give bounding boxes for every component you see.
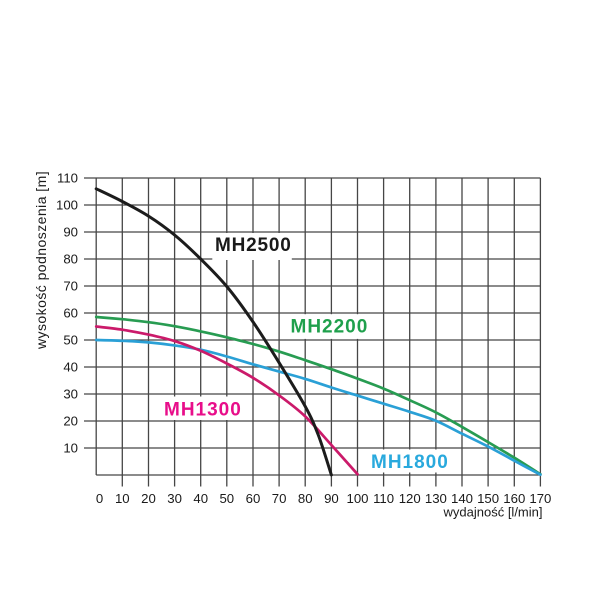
svg-text:60: 60 — [246, 491, 261, 506]
svg-text:20: 20 — [141, 491, 156, 506]
svg-text:80: 80 — [63, 252, 78, 267]
svg-text:40: 40 — [63, 360, 78, 375]
svg-text:10: 10 — [63, 441, 78, 456]
svg-text:110: 110 — [373, 491, 394, 506]
svg-text:100: 100 — [56, 198, 78, 213]
svg-text:50: 50 — [63, 333, 78, 348]
svg-text:50: 50 — [219, 491, 234, 506]
svg-text:MH2500: MH2500 — [215, 235, 292, 256]
svg-text:40: 40 — [193, 491, 208, 506]
svg-text:wysokość podnoszenia [m]: wysokość podnoszenia [m] — [33, 171, 49, 350]
svg-text:wydajność [l/min]: wydajność [l/min] — [443, 505, 543, 520]
svg-text:30: 30 — [167, 491, 182, 506]
svg-text:MH2200: MH2200 — [291, 317, 369, 338]
svg-text:MH1800: MH1800 — [371, 452, 449, 473]
svg-text:110: 110 — [57, 171, 78, 186]
svg-text:160: 160 — [503, 491, 525, 506]
svg-text:60: 60 — [63, 306, 78, 321]
svg-text:130: 130 — [425, 491, 447, 506]
svg-text:80: 80 — [298, 491, 313, 506]
svg-text:120: 120 — [399, 491, 421, 506]
svg-text:90: 90 — [63, 225, 78, 240]
svg-text:100: 100 — [346, 491, 368, 506]
svg-text:10: 10 — [115, 491, 130, 506]
svg-text:140: 140 — [451, 491, 473, 506]
svg-text:170: 170 — [529, 491, 551, 506]
svg-text:30: 30 — [63, 387, 78, 402]
svg-text:70: 70 — [63, 279, 78, 294]
svg-text:0: 0 — [96, 491, 103, 506]
svg-text:MH1300: MH1300 — [164, 400, 242, 421]
svg-text:70: 70 — [272, 491, 287, 506]
svg-text:150: 150 — [477, 491, 499, 506]
svg-text:90: 90 — [324, 491, 339, 506]
svg-text:20: 20 — [63, 414, 78, 429]
